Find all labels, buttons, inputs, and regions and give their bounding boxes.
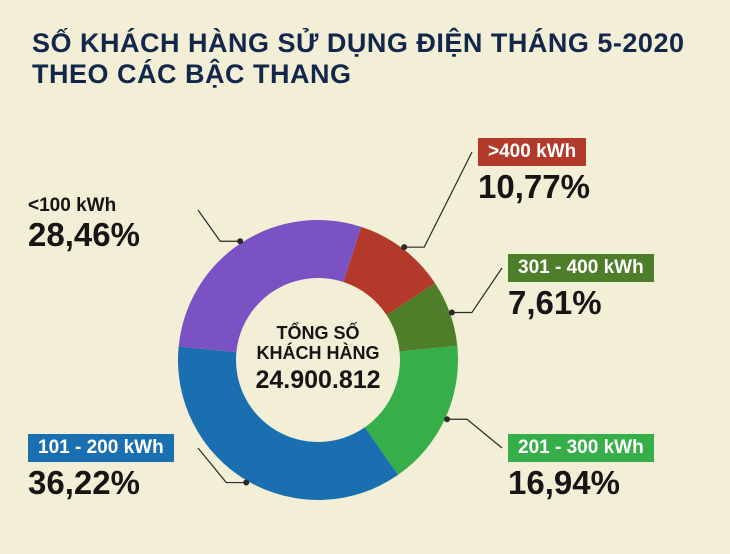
leader-dot bbox=[401, 244, 407, 250]
leader-dot bbox=[237, 238, 243, 244]
leader-line bbox=[198, 210, 240, 241]
leader-dot bbox=[243, 480, 249, 486]
leader-dot bbox=[444, 416, 450, 422]
leader-line bbox=[404, 152, 472, 247]
leader-line bbox=[447, 419, 502, 448]
leader-dot bbox=[449, 310, 455, 316]
leader-lines bbox=[0, 0, 730, 554]
leader-line bbox=[198, 448, 246, 483]
leader-line bbox=[452, 268, 502, 313]
